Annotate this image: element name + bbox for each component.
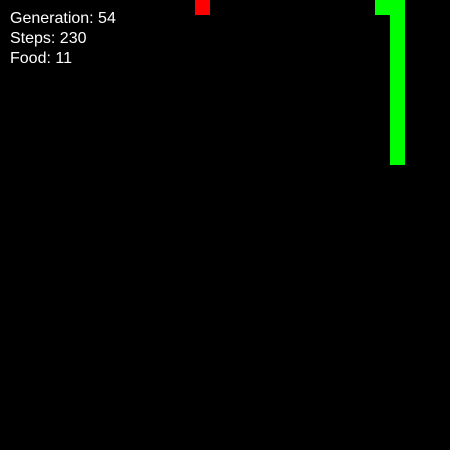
- generation-counter: Generation: 54: [10, 10, 116, 27]
- snake-segment: [390, 30, 405, 45]
- food-counter: Food: 11: [10, 50, 72, 67]
- snake-segment: [390, 135, 405, 150]
- snake-segment: [390, 15, 405, 30]
- snake-segment: [390, 90, 405, 105]
- steps-counter: Steps: 230: [10, 30, 87, 47]
- snake-segment: [390, 60, 405, 75]
- snake-segment: [390, 120, 405, 135]
- snake-segment: [390, 105, 405, 120]
- snake-head: [390, 150, 405, 165]
- snake-segment: [390, 0, 405, 15]
- food-pellet: [195, 0, 210, 15]
- snake-segment: [375, 0, 390, 15]
- snake-segment: [390, 45, 405, 60]
- snake-segment: [390, 75, 405, 90]
